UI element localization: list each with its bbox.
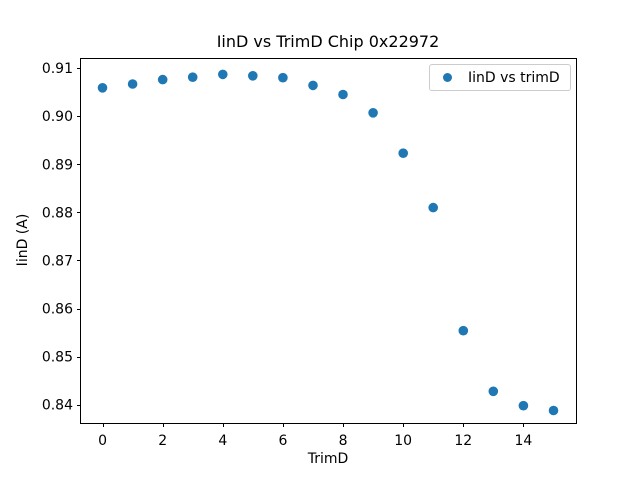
y-tick-label: 0.87 bbox=[42, 253, 73, 269]
data-point bbox=[97, 83, 108, 93]
data-point bbox=[157, 74, 168, 85]
y-tick-label: 0.90 bbox=[42, 109, 73, 125]
axes-spines bbox=[80, 58, 577, 424]
data-point bbox=[518, 400, 529, 411]
data-point bbox=[248, 71, 258, 81]
y-tick-label: 0.85 bbox=[42, 350, 73, 366]
data-point bbox=[218, 69, 228, 80]
legend-label: IinD vs trimD bbox=[468, 69, 560, 86]
data-point bbox=[127, 79, 138, 89]
data-point bbox=[278, 72, 288, 83]
y-tick-label: 0.91 bbox=[42, 61, 73, 77]
x-tick-label: 2 bbox=[158, 433, 167, 449]
data-point bbox=[488, 386, 499, 397]
y-tick-label: 0.88 bbox=[42, 205, 73, 221]
x-tick-label: 12 bbox=[454, 433, 472, 449]
data-point bbox=[368, 108, 378, 118]
chart-title: IinD vs TrimD Chip 0x22972 bbox=[216, 32, 440, 51]
y-tick-label: 0.84 bbox=[42, 398, 73, 414]
data-point bbox=[308, 80, 318, 91]
y-tick-label: 0.89 bbox=[42, 157, 73, 173]
x-tick-label: 4 bbox=[218, 433, 227, 449]
data-point bbox=[338, 89, 348, 100]
data-point bbox=[428, 202, 439, 213]
data-point bbox=[187, 72, 198, 82]
data-point bbox=[548, 405, 559, 416]
x-tick-label: 0 bbox=[98, 433, 107, 449]
x-tick-label: 14 bbox=[514, 433, 532, 449]
x-tick-label: 10 bbox=[394, 433, 412, 449]
legend-marker-dot bbox=[443, 73, 452, 82]
data-point bbox=[458, 325, 469, 336]
x-tick-label: 8 bbox=[339, 433, 348, 449]
legend: IinD vs trimD bbox=[429, 64, 571, 91]
y-tick-label: 0.86 bbox=[42, 302, 73, 318]
x-tick-label: 6 bbox=[278, 433, 287, 449]
data-point bbox=[398, 148, 409, 158]
x-axis-label: TrimD bbox=[307, 451, 349, 467]
y-axis-label: IinD (A) bbox=[15, 213, 31, 267]
